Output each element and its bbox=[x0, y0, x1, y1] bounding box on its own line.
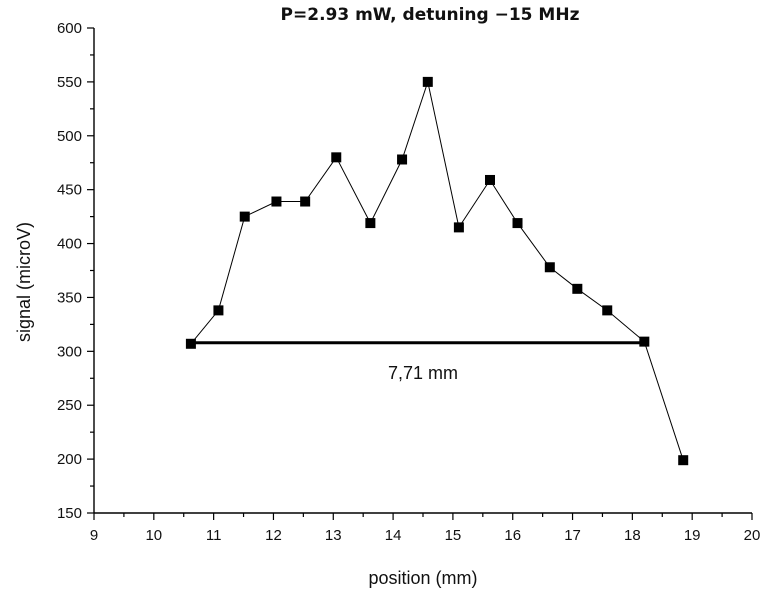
series bbox=[185, 76, 689, 466]
ticks: 9 10 11 12 13 14 15 16 17 18 19 20 150 200 250 300 350 40… bbox=[57, 20, 760, 544]
data-point bbox=[544, 262, 555, 273]
series-line bbox=[190, 79, 684, 461]
x-tick-label: 11 bbox=[206, 527, 222, 544]
x-tick-label: 14 bbox=[385, 527, 402, 544]
x-axis-label: position (mm) bbox=[368, 568, 477, 588]
x-tick-label: 13 bbox=[325, 527, 342, 544]
data-point bbox=[239, 211, 250, 222]
data-point bbox=[331, 152, 342, 163]
x-tick-label: 20 bbox=[744, 527, 761, 544]
data-point bbox=[397, 154, 408, 165]
x-tick-label: 15 bbox=[445, 527, 462, 544]
data-point bbox=[484, 174, 495, 185]
y-tick-label: 250 bbox=[57, 397, 82, 414]
chart-title: P=2.93 mW, detuning −15 MHz bbox=[281, 5, 580, 25]
x-tick-label: 10 bbox=[145, 527, 162, 544]
y-tick-label: 150 bbox=[57, 505, 82, 522]
data-point bbox=[678, 455, 689, 466]
data-point bbox=[271, 196, 282, 207]
y-tick-label: 350 bbox=[57, 289, 82, 306]
x-tick-label: 19 bbox=[684, 527, 701, 544]
annotation-group: 7,71 mm bbox=[190, 341, 645, 383]
x-tick-label: 16 bbox=[504, 527, 521, 544]
width-annotation-label: 7,71 mm bbox=[388, 363, 458, 383]
x-tick-label: 17 bbox=[564, 527, 581, 544]
data-point bbox=[300, 196, 311, 207]
y-axis-label: signal (microV) bbox=[14, 222, 34, 342]
data-point bbox=[602, 305, 613, 316]
y-tick-label: 300 bbox=[57, 343, 82, 360]
y-tick-label: 400 bbox=[57, 236, 82, 253]
x-tick-label: 12 bbox=[265, 527, 282, 544]
y-tick-label: 500 bbox=[57, 128, 82, 145]
y-tick-label: 200 bbox=[57, 451, 82, 468]
y-tick-label: 550 bbox=[57, 74, 82, 91]
data-point bbox=[213, 305, 224, 316]
x-tick-label: 9 bbox=[90, 527, 98, 544]
data-point bbox=[422, 76, 433, 87]
data-point bbox=[572, 283, 583, 294]
data-point bbox=[365, 218, 376, 229]
axes bbox=[93, 28, 752, 514]
data-point bbox=[512, 218, 523, 229]
data-point bbox=[453, 222, 464, 233]
y-tick-label: 450 bbox=[57, 182, 82, 199]
x-tick-label: 18 bbox=[624, 527, 641, 544]
y-tick-label: 600 bbox=[57, 20, 82, 37]
